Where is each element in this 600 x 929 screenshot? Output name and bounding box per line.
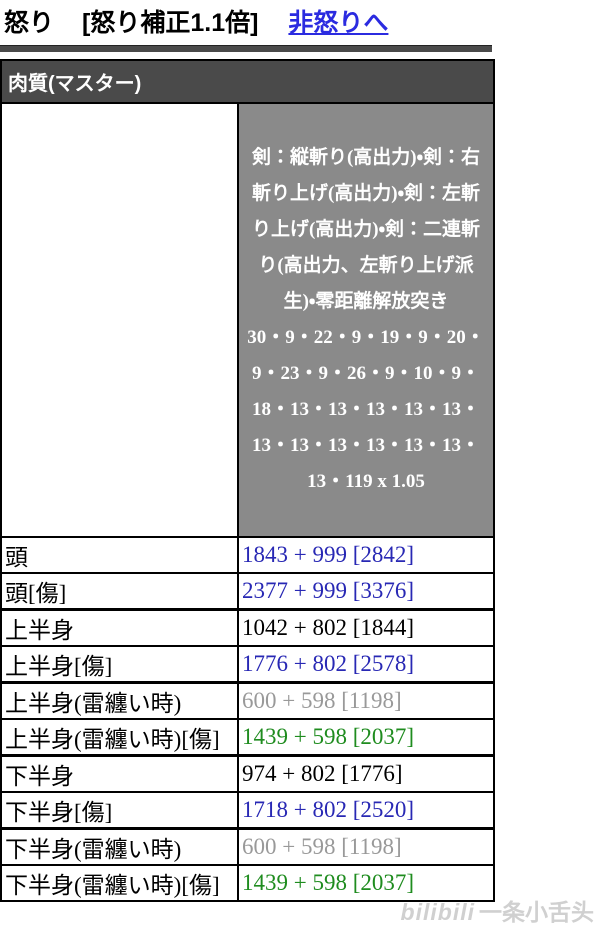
body-part-label: 下半身[傷] bbox=[0, 791, 239, 830]
table-row: 上半身(雷纏い時) 600 + 598 [1198] bbox=[0, 681, 496, 720]
attack-list-cell: 剣：縦斬り(高出力)・剣：右斬り上げ(高出力)・剣：左斬り上げ(高出力)・剣：二… bbox=[236, 102, 496, 538]
body-part-label: 下半身(雷纏い時) bbox=[0, 827, 239, 866]
body-part-label: 頭 bbox=[0, 536, 239, 574]
body-part-label: 上半身(雷纏い時)[傷] bbox=[0, 718, 239, 757]
table-row: 上半身[傷] 1776 + 802 [2578] bbox=[0, 645, 496, 684]
section-header: 肉質(マスター) bbox=[0, 59, 496, 104]
rage-mode-title: 怒り bbox=[4, 9, 55, 37]
table-row: 上半身 1042 + 802 [1844] bbox=[0, 608, 496, 647]
rage-modifier-label: [怒り補正1.1倍] bbox=[82, 9, 259, 37]
body-part-label: 上半身(雷纏い時) bbox=[0, 681, 239, 720]
damage-value: 974 + 802 [1776] bbox=[236, 754, 496, 793]
damage-value: 600 + 598 [1198] bbox=[236, 827, 496, 866]
table-row: 下半身(雷纏い時)[傷] 1439 + 598 [2037] bbox=[0, 864, 496, 902]
page-title-bar: 怒り [怒り補正1.1倍] 非怒りへ bbox=[0, 0, 600, 39]
attack-header-row: 剣：縦斬り(高出力)・剣：右斬り上げ(高出力)・剣：左斬り上げ(高出力)・剣：二… bbox=[0, 102, 496, 538]
damage-value: 1843 + 999 [2842] bbox=[236, 536, 496, 574]
table-row: 上半身(雷纏い時)[傷] 1439 + 598 [2037] bbox=[0, 718, 496, 757]
body-part-label: 下半身(雷纏い時)[傷] bbox=[0, 864, 239, 902]
body-part-label: 上半身[傷] bbox=[0, 645, 239, 684]
damage-value: 1776 + 802 [2578] bbox=[236, 645, 496, 684]
watermark-username: 一条小舌头 bbox=[479, 899, 594, 925]
damage-value: 2377 + 999 [3376] bbox=[236, 572, 496, 611]
body-part-label: 上半身 bbox=[0, 608, 239, 647]
damage-value: 1042 + 802 [1844] bbox=[236, 608, 496, 647]
damage-value: 600 + 598 [1198] bbox=[236, 681, 496, 720]
non-rage-link[interactable]: 非怒りへ bbox=[288, 9, 389, 37]
body-part-label: 下半身 bbox=[0, 754, 239, 793]
table-row: 下半身 974 + 802 [1776] bbox=[0, 754, 496, 793]
attack-names: 剣：縦斬り(高出力)・剣：右斬り上げ(高出力)・剣：左斬り上げ(高出力)・剣：二… bbox=[251, 147, 481, 312]
table-section-row: 肉質(マスター) bbox=[0, 59, 496, 104]
bilibili-logo-text: bilibili bbox=[400, 899, 475, 925]
damage-value: 1439 + 598 [2037] bbox=[236, 718, 496, 757]
body-part-label: 頭[傷] bbox=[0, 572, 239, 611]
corner-cell bbox=[0, 102, 239, 538]
section-divider-bar bbox=[0, 45, 492, 52]
table-row: 頭 1843 + 999 [2842] bbox=[0, 536, 496, 574]
damage-value: 1439 + 598 [2037] bbox=[236, 864, 496, 902]
damage-value: 1718 + 802 [2520] bbox=[236, 791, 496, 830]
table-row: 下半身(雷纏い時) 600 + 598 [1198] bbox=[0, 827, 496, 866]
hitzone-damage-table: 肉質(マスター) 剣：縦斬り(高出力)・剣：右斬り上げ(高出力)・剣：左斬り上げ… bbox=[0, 59, 496, 902]
attack-motion-values: 30・9・22・9・19・9・20・9・23・9・26・9・10・9・18・13… bbox=[247, 327, 485, 492]
table-row: 下半身[傷] 1718 + 802 [2520] bbox=[0, 791, 496, 830]
table-row: 頭[傷] 2377 + 999 [3376] bbox=[0, 572, 496, 611]
